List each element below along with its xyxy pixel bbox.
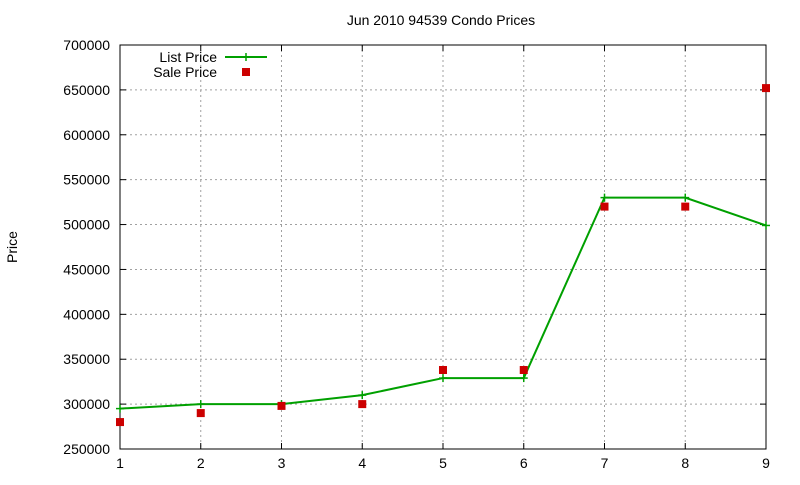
sale-price-point (600, 202, 609, 211)
y-tick-label: 600000 (63, 127, 110, 143)
y-tick-label: 300000 (63, 396, 110, 412)
y-tick-label: 450000 (63, 261, 110, 277)
list-price-point (439, 374, 447, 383)
legend-label-sale-price: Sale Price (153, 64, 217, 80)
y-tick-label: 500000 (63, 217, 110, 233)
list-price-point (116, 404, 124, 413)
sale-price-point (519, 365, 528, 374)
grid-layer (120, 45, 766, 449)
y-tick-label: 400000 (63, 306, 110, 322)
legend-marker-list-price (242, 53, 250, 61)
x-tick-label: 4 (358, 455, 366, 471)
x-tick-label: 9 (762, 455, 770, 471)
x-tick-label: 2 (197, 455, 205, 471)
sale-price-point (277, 401, 286, 410)
x-tick-label: 3 (278, 455, 286, 471)
y-tick-label: 350000 (63, 351, 110, 367)
sale-price-point (358, 400, 367, 409)
list-price-point (196, 400, 205, 409)
y-tick-label: 700000 (63, 37, 110, 53)
sale-price-point (196, 409, 205, 418)
x-tick-label: 5 (439, 455, 447, 471)
x-tick-label: 8 (681, 455, 689, 471)
legend-marker-sale-price (242, 68, 250, 76)
sale-price-point (116, 418, 124, 427)
x-tick-label: 1 (116, 455, 124, 471)
sale-price-point (681, 202, 690, 211)
y-tick-label: 650000 (63, 82, 110, 98)
y-tick-label: 250000 (63, 441, 110, 457)
chart-title: Jun 2010 94539 Condo Prices (347, 12, 535, 28)
list-price-point (600, 193, 609, 202)
legend-label-list-price: List Price (159, 49, 217, 65)
list-price-point (681, 193, 690, 202)
y-tick-label: 550000 (63, 172, 110, 188)
list-price-point (762, 221, 770, 230)
sale-price-point (762, 84, 770, 93)
plot-border (119, 44, 767, 450)
y-axis-label: Price (4, 231, 20, 263)
list-price-point (519, 374, 528, 383)
x-tick-label: 7 (601, 455, 609, 471)
axes-layer: 250000 300000 350000 400000 450000 500000 5500… (63, 37, 770, 471)
list-price-point (358, 391, 367, 400)
x-tick-label: 6 (520, 455, 528, 471)
series-layer (116, 84, 770, 427)
sale-price-point (439, 365, 447, 374)
